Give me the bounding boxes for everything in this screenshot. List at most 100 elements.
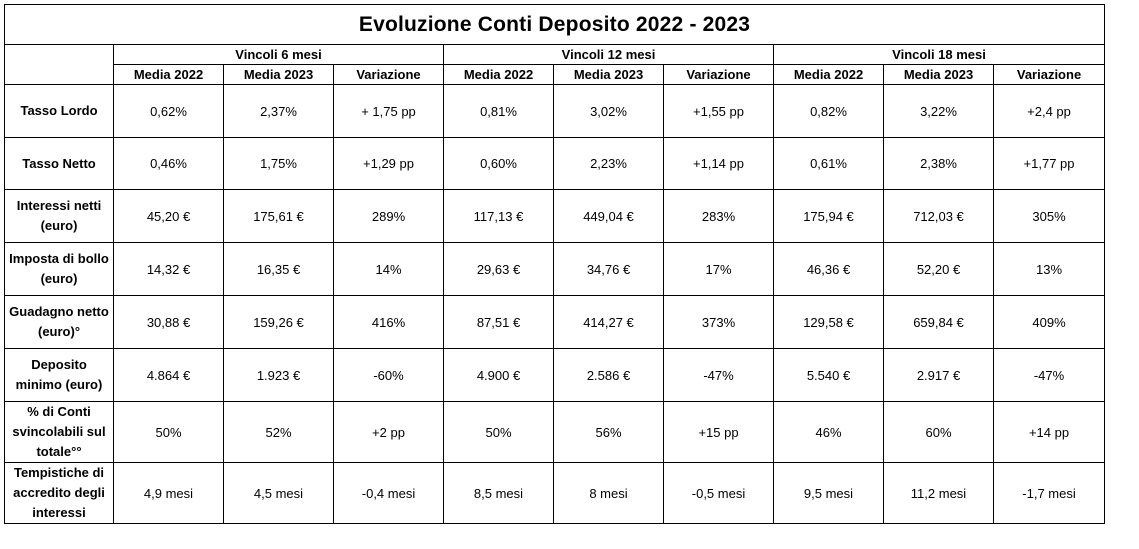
table-cell: 2.586 € [553,348,664,402]
table-cell: 50% [113,401,224,463]
table-cell: 45,20 € [113,189,224,243]
subheader-media-2022: Media 2022 [113,64,224,85]
table-cell: +1,55 pp [663,84,774,138]
table-body: Tasso Lordo 0,62% 2,37% + 1,75 pp 0,81% 3,02%… [4,84,1106,524]
table-cell: 175,61 € [223,189,334,243]
table-cell: 9,5 mesi [773,462,884,524]
table-cell: 16,35 € [223,242,334,296]
table-cell: -1,7 mesi [992,462,1106,524]
table-cell: 409% [992,295,1106,349]
subheader-media-2023: Media 2023 [883,64,994,85]
table-cell: 4.864 € [113,348,224,402]
table-row: Tasso Lordo 0,62% 2,37% + 1,75 pp 0,81% 3,02%… [4,84,1106,138]
table-cell: 4,5 mesi [223,462,334,524]
table-row: Interessi netti (euro) 45,20 €175,61 €289… [4,189,1106,243]
table-cell: 2,23% [553,137,664,190]
row-label: Tasso Lordo [4,84,114,138]
table-cell: +1,14 pp [663,137,774,190]
row-label: Imposta di bollo (euro) [4,242,114,296]
table-cell: +1,77 pp [992,137,1106,190]
table-cell: 17% [663,242,774,296]
table-cell: 117,13 € [443,189,554,243]
subheader-media-2023: Media 2023 [553,64,664,85]
table-title: Evoluzione Conti Deposito 2022 - 2023 [3,4,1106,45]
table-cell: -47% [663,348,774,402]
table-cell: +14 pp [992,401,1106,463]
table-cell: 46,36 € [773,242,884,296]
table-cell: 0,60% [443,137,554,190]
table-cell: +2,4 pp [992,84,1106,138]
subheader-media-2022: Media 2022 [773,64,884,85]
subheader-media-2023: Media 2023 [223,64,334,85]
table-cell: 175,94 € [773,189,884,243]
table-cell: 414,27 € [553,295,664,349]
table-cell: 0,81% [443,84,554,138]
table-cell: -0,4 mesi [333,462,444,524]
table-cell: 4.900 € [443,348,554,402]
table-cell: 3,22% [883,84,994,138]
row-label: Tempistiche di accredito degli interessi [4,462,114,524]
table-cell: 56% [553,401,664,463]
table-cell: 29,63 € [443,242,554,296]
row-label: % di Conti svincolabili sul totale°° [4,401,114,463]
table-row: Guadagno netto (euro)° 30,88 €159,26 €416… [4,295,1106,349]
table-cell: 87,51 € [443,295,554,349]
table-cell: 5.540 € [773,348,884,402]
subheader-media-2022: Media 2022 [443,64,554,85]
table-cell: 52,20 € [883,242,994,296]
table-cell: +2 pp [333,401,444,463]
table-cell: 305% [992,189,1106,243]
table-cell: 712,03 € [883,189,994,243]
table-cell: 159,26 € [223,295,334,349]
table-cell: + 1,75 pp [333,84,444,138]
table-row: % di Conti svincolabili sul totale°° 50% 5… [4,401,1106,463]
table-cell: 14% [333,242,444,296]
table-cell: 14,32 € [113,242,224,296]
table-cell: 416% [333,295,444,349]
group-header-18-months: Vincoli 18 mesi [772,44,1106,65]
table-cell: 0,82% [773,84,884,138]
row-label: Tasso Netto [4,137,114,190]
table-cell: +15 pp [663,401,774,463]
group-header-12-months: Vincoli 12 mesi [443,44,774,65]
table-cell: 13% [992,242,1106,296]
table-row: Deposito minimo (euro) 4.864 €1.923 € -60%… [4,348,1106,402]
table-cell: 2.917 € [883,348,994,402]
table-cell: 60% [883,401,994,463]
subheader-variazione: Variazione [992,64,1106,85]
group-header-6-months: Vincoli 6 mesi [113,44,444,65]
table-cell: 11,2 mesi [883,462,994,524]
table-cell: -0,5 mesi [663,462,774,524]
table-cell: 8 mesi [553,462,664,524]
row-label: Interessi netti (euro) [4,189,114,243]
table-cell: 30,88 € [113,295,224,349]
table-cell: 8,5 mesi [443,462,554,524]
row-label: Guadagno netto (euro)° [4,295,114,349]
table-cell: 3,02% [553,84,664,138]
table-cell: 0,46% [113,137,224,190]
subheader-variazione: Variazione [333,64,444,85]
subheader-variazione: Variazione [663,64,774,85]
row-label: Deposito minimo (euro) [4,348,114,402]
table-cell: 2,38% [883,137,994,190]
table-cell: 283% [663,189,774,243]
table-cell: 46% [773,401,884,463]
table-cell: -47% [992,348,1106,402]
table-row: Tempistiche di accredito degli interessi… [4,462,1106,524]
table-cell: 1.923 € [223,348,334,402]
deposit-accounts-table-container: Evoluzione Conti Deposito 2022 - 2023 Vi… [3,4,1106,524]
corner-cell [4,44,114,85]
table-cell: 0,61% [773,137,884,190]
table-cell: +1,29 pp [333,137,444,190]
table-row: Imposta di bollo (euro) 14,32 €16,35 €14%… [4,242,1106,296]
table-cell: 373% [663,295,774,349]
table-cell: 129,58 € [773,295,884,349]
table-cell: 50% [443,401,554,463]
table-cell: 1,75% [223,137,334,190]
table-cell: 289% [333,189,444,243]
table-cell: 2,37% [223,84,334,138]
table-cell: -60% [333,348,444,402]
table-cell: 449,04 € [553,189,664,243]
table-cell: 4,9 mesi [113,462,224,524]
table-cell: 659,84 € [883,295,994,349]
